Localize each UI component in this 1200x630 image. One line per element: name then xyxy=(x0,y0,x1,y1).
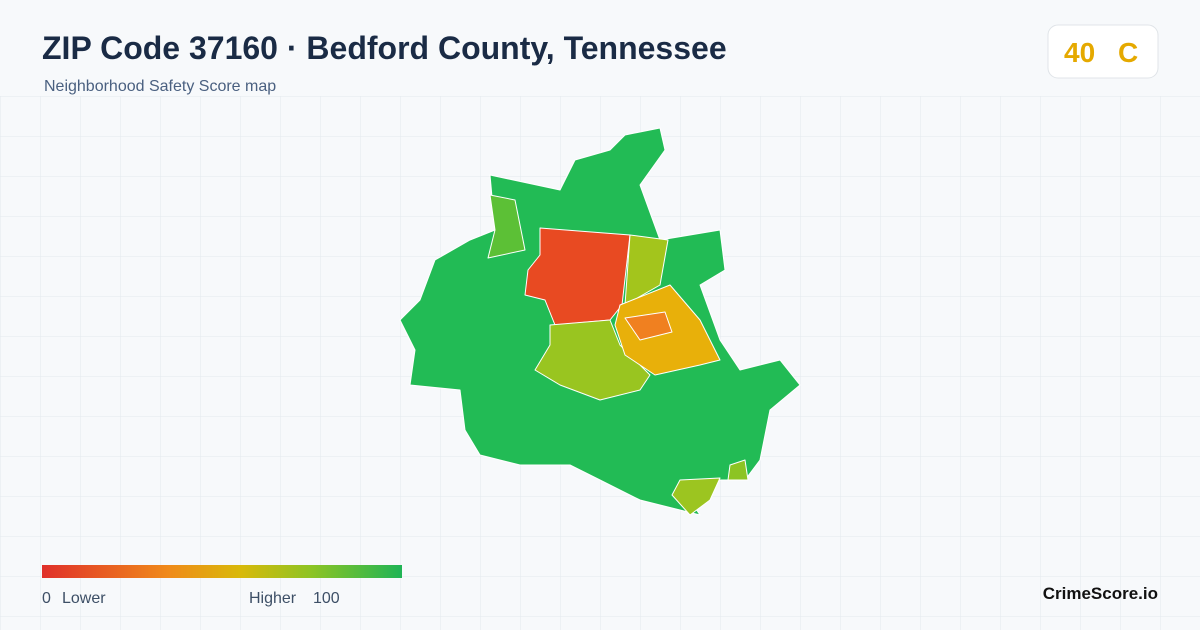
score-value: 40 xyxy=(1064,37,1095,68)
region-low xyxy=(524,227,631,326)
subtitle: Neighborhood Safety Score map xyxy=(44,78,276,95)
brand: CrimeScore.io xyxy=(1043,584,1158,603)
region-mid xyxy=(671,477,721,516)
region-moderate-low xyxy=(624,311,673,341)
legend-min: 0 xyxy=(42,590,51,607)
zip-map xyxy=(399,127,801,516)
region-mid xyxy=(534,319,651,401)
region-lime xyxy=(487,194,526,259)
region-mid xyxy=(727,459,749,481)
score-badge xyxy=(1047,24,1159,79)
legend-max: 100 xyxy=(313,590,340,607)
title: ZIP Code 37160 · Bedford County, Tenness… xyxy=(42,30,727,66)
region-mid xyxy=(624,234,669,306)
score-grade: C xyxy=(1118,37,1138,68)
legend-scale xyxy=(42,565,402,578)
legend-min-label: Lower xyxy=(62,590,106,607)
legend-max-label: Higher xyxy=(249,590,297,607)
